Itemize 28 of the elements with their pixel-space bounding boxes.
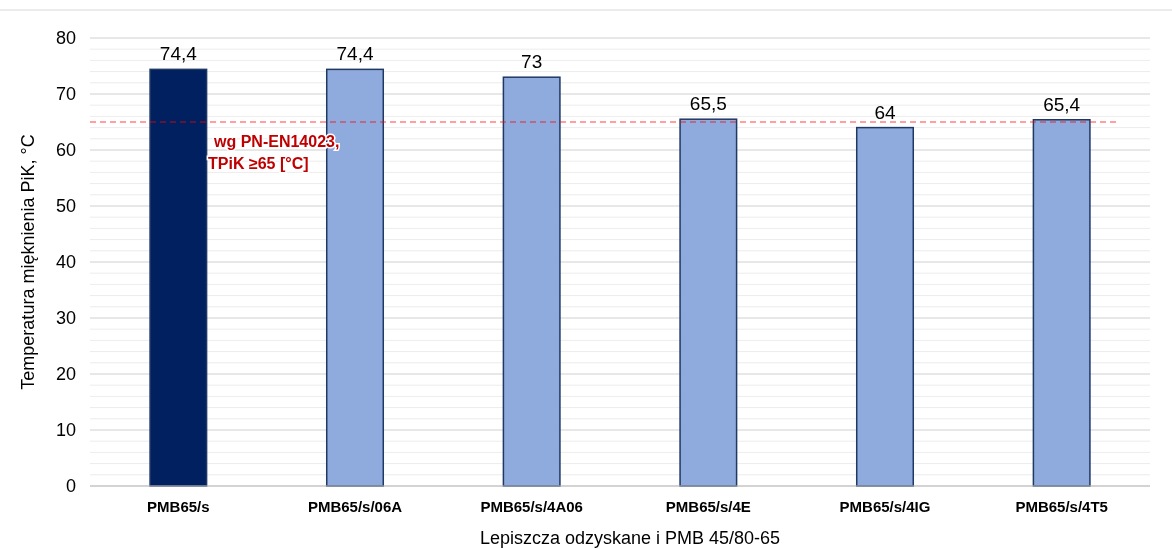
y-tick-label: 70 xyxy=(55,84,76,105)
y-tick-label: 30 xyxy=(55,308,76,329)
x-tick-label: PMB65/s xyxy=(147,498,210,515)
y-tick-label: 50 xyxy=(55,196,76,217)
x-tick-label: PMB65/s/06A xyxy=(307,498,403,515)
bar xyxy=(502,76,561,487)
data-label: 64 xyxy=(874,101,896,123)
x-tick-label: PMB65/s/4E xyxy=(665,498,751,515)
bar xyxy=(679,118,738,487)
x-tick-label: PMB65/s/4A06 xyxy=(480,498,583,515)
bar xyxy=(1032,119,1091,487)
x-tick-label: PMB65/s/4IG xyxy=(839,498,931,515)
data-label: 65,5 xyxy=(689,93,727,115)
bar xyxy=(149,68,208,487)
y-tick-label: 80 xyxy=(55,28,76,49)
data-label: 74,4 xyxy=(336,43,374,65)
y-tick-label: 40 xyxy=(55,252,76,273)
x-tick-label: PMB65/s/4T5 xyxy=(1015,498,1108,515)
y-axis-title: Temperatura mięknienia PiK, °C xyxy=(18,134,38,390)
data-label: 74,4 xyxy=(159,43,198,65)
data-label: 65,4 xyxy=(1043,93,1081,115)
y-tick-label: 0 xyxy=(65,476,76,497)
y-tick-label: 20 xyxy=(55,364,76,385)
data-label: 73 xyxy=(521,51,543,73)
y-tick-label: 10 xyxy=(55,420,76,441)
x-axis-title: Lepiszcza odzyskane i PMB 45/80-65 xyxy=(479,528,781,548)
bar xyxy=(855,126,915,487)
y-tick-label: 60 xyxy=(55,140,76,161)
